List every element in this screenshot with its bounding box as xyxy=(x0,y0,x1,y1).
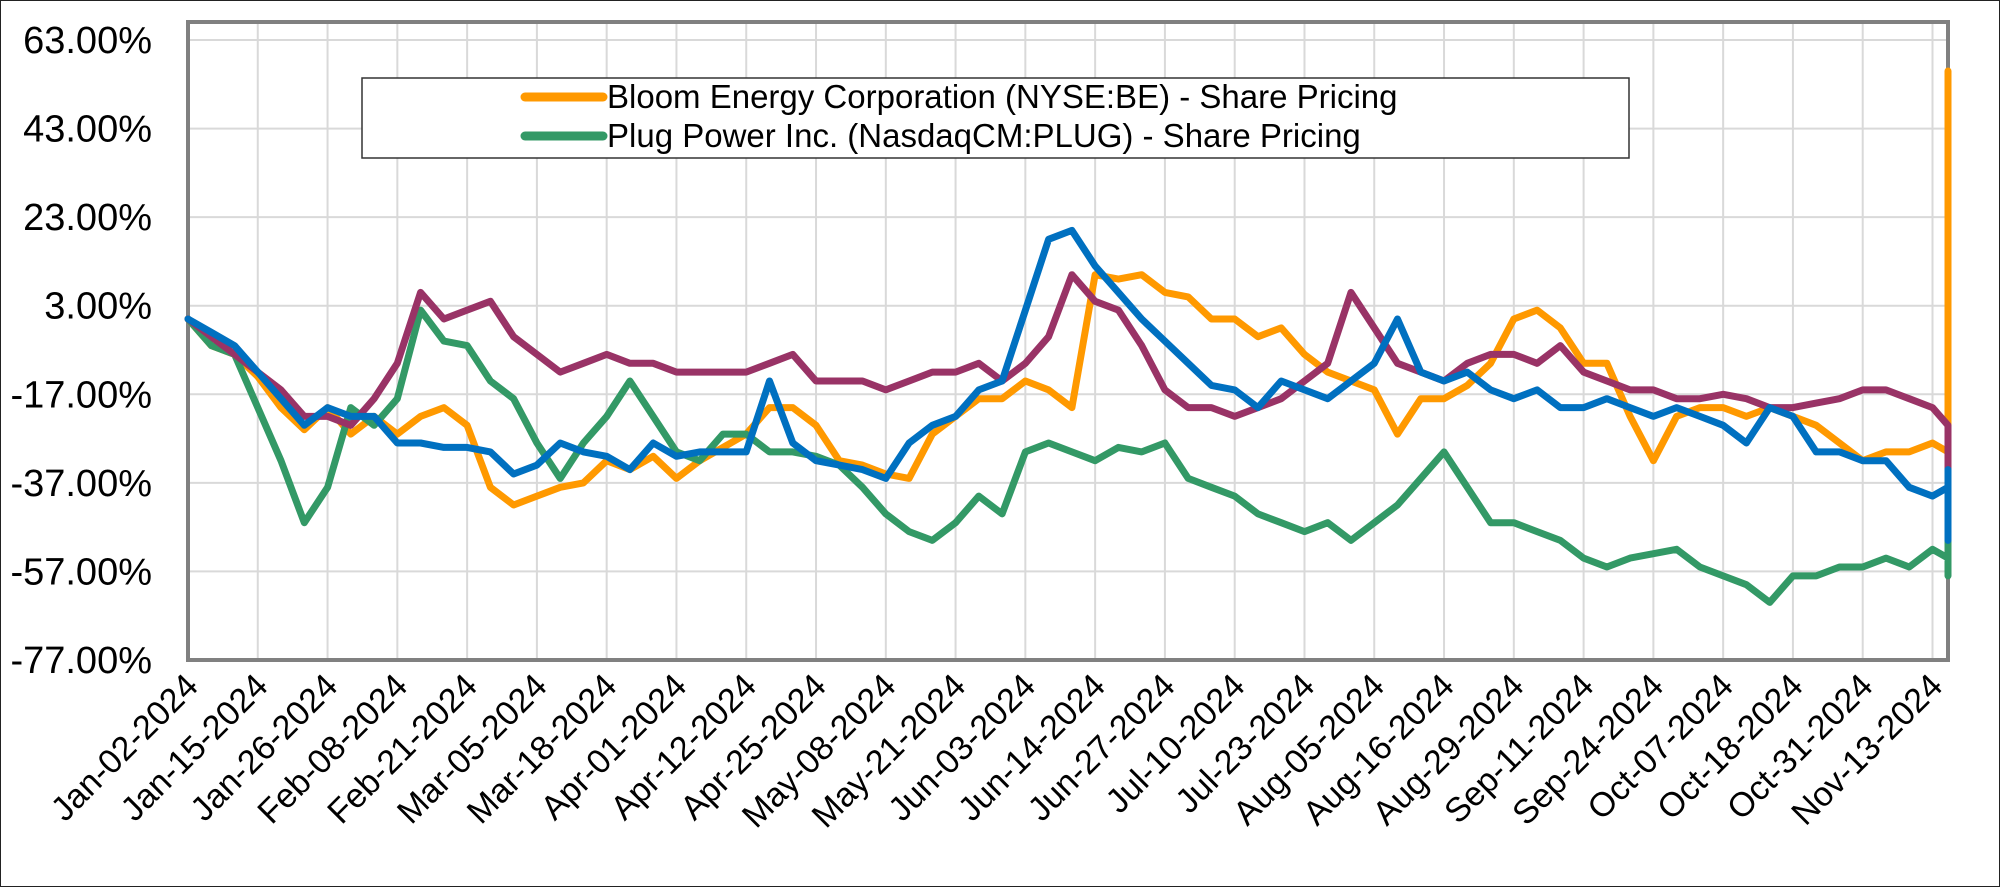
y-tick-label: 23.00% xyxy=(23,197,152,239)
legend-box xyxy=(361,77,1630,159)
x-axis-tick-labels: Jan-02-2024Jan-15-2024Jan-26-2024Feb-08-… xyxy=(44,667,1950,836)
y-tick-label: -57.00% xyxy=(10,551,152,593)
series-line-series-3 xyxy=(184,226,1952,544)
y-tick-label: -17.00% xyxy=(10,374,152,416)
series-line-series-4 xyxy=(184,271,1952,509)
legend: Bloom Energy Corporation (NYSE:BE) - Sha… xyxy=(361,77,1630,159)
series-line-plug-power-inc-nasdaqcm-plug-share-pricing xyxy=(184,306,1952,606)
y-axis-tick-labels: 63.00% 43.00% 23.00% 3.00% -17.00% -37.00% -57… xyxy=(10,20,152,682)
legend-label-bloom: Bloom Energy Corporation (NYSE:BE) - Sha… xyxy=(607,78,1398,115)
y-tick-label: 43.00% xyxy=(23,109,152,151)
legend-label-plug: Plug Power Inc. (NasdaqCM:PLUG) - Share … xyxy=(607,117,1361,154)
series-layer xyxy=(184,67,1952,606)
y-tick-label: -37.00% xyxy=(10,463,152,505)
y-tick-label: 63.00% xyxy=(23,20,152,62)
y-tick-label: 3.00% xyxy=(44,286,152,328)
y-tick-label: -77.00% xyxy=(10,640,152,682)
